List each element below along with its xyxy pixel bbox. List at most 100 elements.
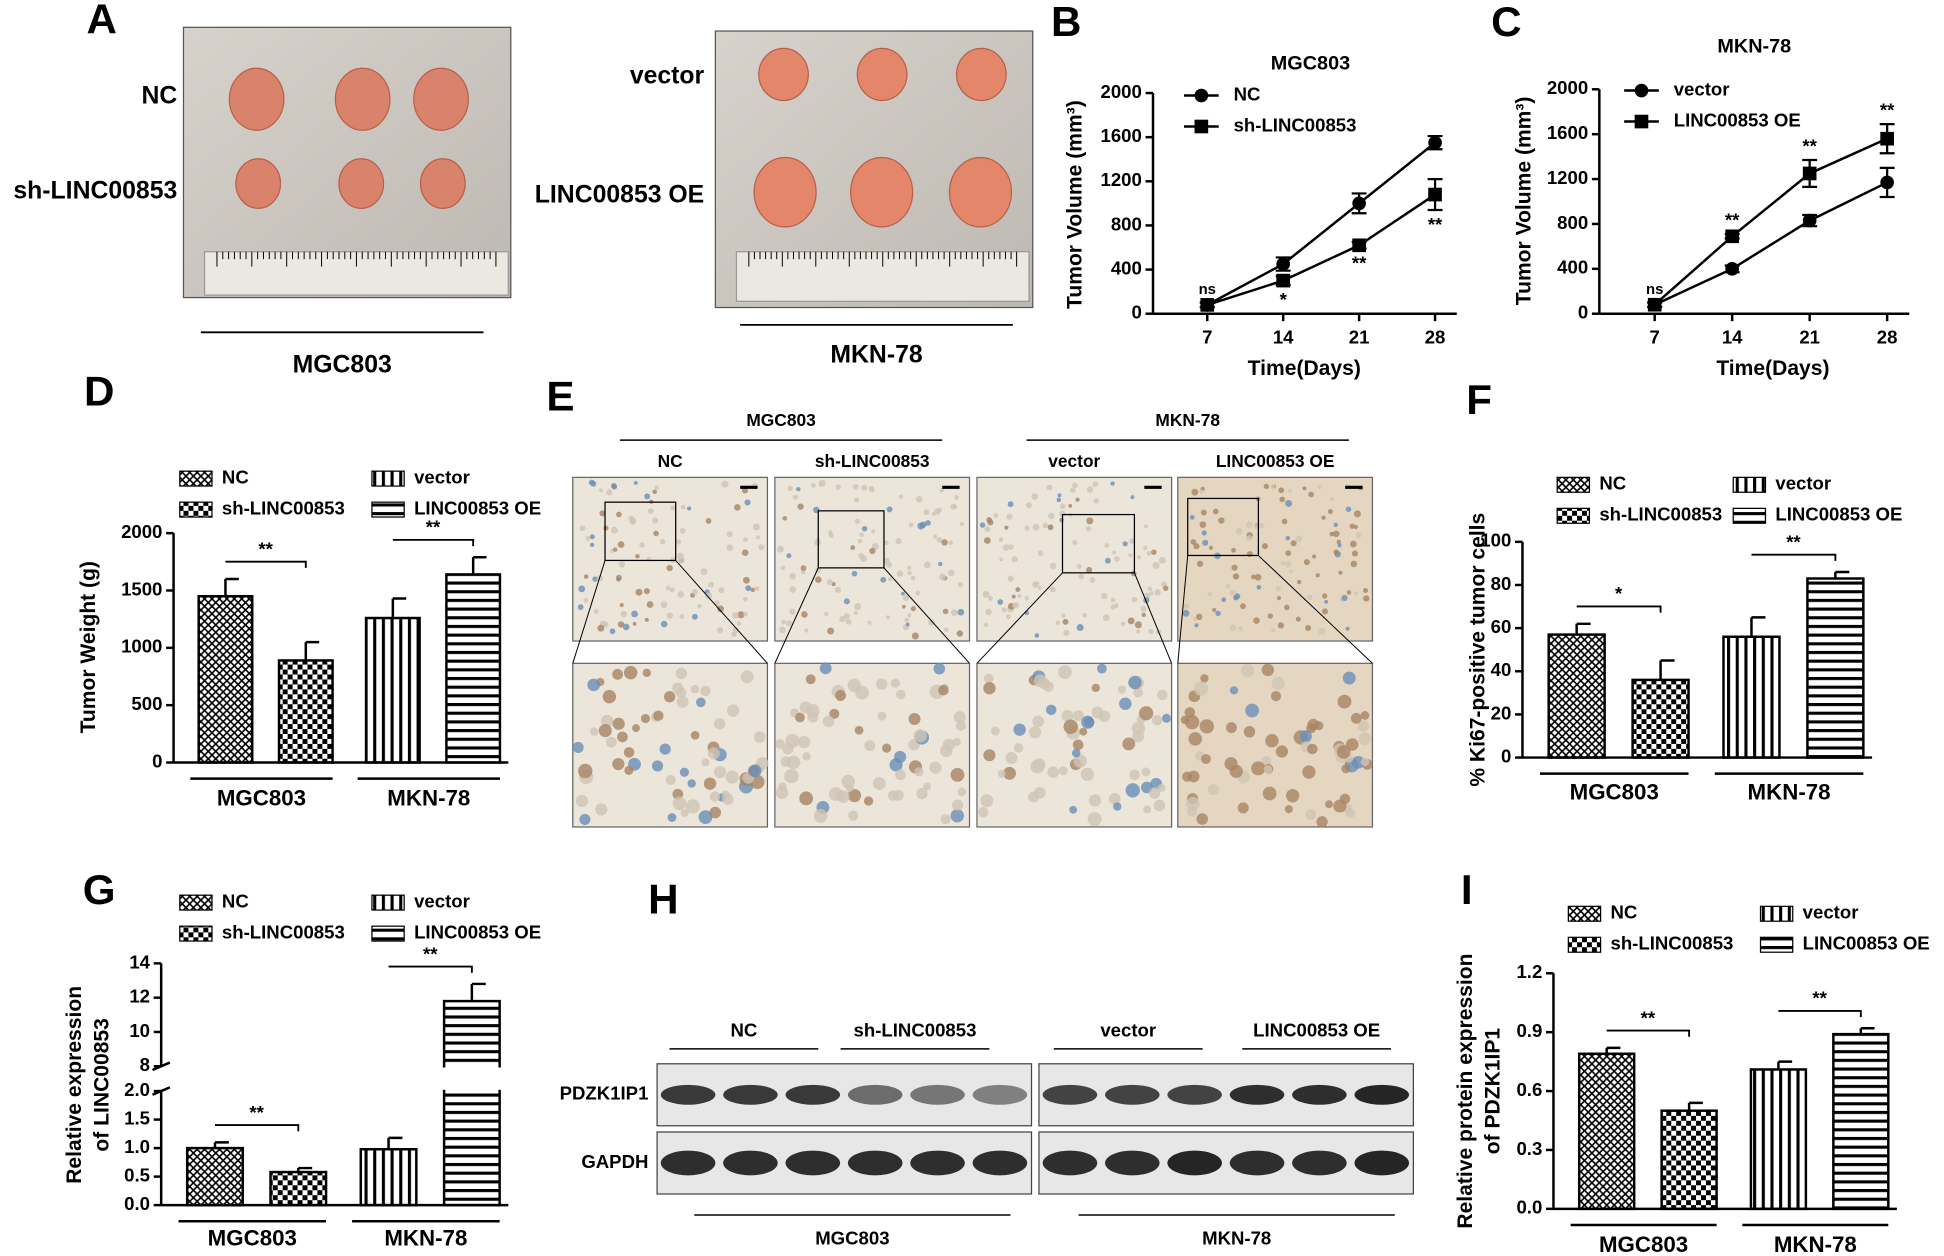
cell [850, 545, 856, 551]
y-tick-label: 40 [1491, 659, 1512, 680]
significance-label: ** [1352, 253, 1367, 274]
cell [680, 504, 686, 510]
cell [651, 760, 664, 772]
cell [787, 485, 793, 491]
cell [685, 799, 700, 814]
bar [185, 1146, 244, 1207]
cell [1338, 570, 1343, 575]
cell [669, 587, 675, 593]
cell [1350, 560, 1358, 568]
cell [1088, 794, 1102, 807]
cell [1080, 767, 1094, 782]
cell [997, 769, 1006, 778]
cell [1307, 743, 1318, 755]
cell [1013, 723, 1026, 736]
cell [1296, 579, 1302, 585]
cell [828, 530, 833, 535]
cell [877, 711, 887, 721]
cell [1286, 789, 1300, 803]
cell [1057, 493, 1062, 498]
cell [1186, 806, 1198, 817]
tumor [419, 158, 466, 209]
cell [923, 782, 932, 791]
x-group-label: MGC803 [208, 1226, 297, 1251]
cell [852, 483, 859, 490]
cell [1015, 587, 1021, 592]
cell [1158, 556, 1166, 564]
marker [1880, 131, 1894, 146]
y-tick-label: 2.0 [124, 1079, 150, 1100]
cell [1102, 614, 1110, 622]
cell [1140, 605, 1147, 612]
cell [925, 520, 931, 526]
cell [1196, 613, 1203, 621]
cell [665, 774, 676, 786]
cell [1225, 722, 1237, 734]
cell [1012, 603, 1017, 608]
cell [804, 628, 809, 633]
tumor [948, 156, 1013, 228]
cell [980, 794, 994, 808]
x-tick-label: 14 [1273, 326, 1294, 347]
cell [913, 729, 927, 743]
x-group-label: MKN-78 [1774, 1232, 1857, 1256]
legend-swatch [1759, 905, 1794, 922]
cell [951, 609, 958, 616]
cell [577, 604, 584, 611]
cell [1229, 624, 1237, 632]
panel-label: B [1051, 0, 1081, 45]
y-tick-label: 1.2 [1516, 961, 1542, 982]
significance-label: ** [1641, 1007, 1656, 1028]
cell [1253, 617, 1260, 624]
band [1167, 1084, 1222, 1105]
cell [910, 606, 916, 612]
significance-bracket [225, 560, 307, 568]
cell [910, 575, 916, 581]
tumor [955, 47, 1007, 102]
cell [745, 585, 752, 592]
panel-label: D [84, 367, 114, 414]
cell [1212, 607, 1217, 613]
zoom-line [1133, 572, 1173, 664]
cell [642, 668, 651, 678]
cell [697, 603, 702, 609]
cell [1024, 525, 1030, 531]
cell [670, 505, 676, 511]
cell [887, 790, 899, 801]
cell [1243, 726, 1256, 738]
y-tick-label: 400 [1111, 257, 1142, 278]
x-group-label: MKN-78 [384, 1226, 467, 1251]
cell [1004, 525, 1009, 530]
tumor [850, 156, 914, 228]
cell [717, 627, 724, 634]
cell [659, 743, 671, 755]
cell [908, 522, 914, 528]
cell [652, 517, 659, 524]
cell [813, 809, 828, 823]
cell [1024, 595, 1030, 601]
cell [740, 670, 754, 684]
cell [1218, 517, 1225, 524]
cell [700, 568, 708, 576]
error-bar [1575, 622, 1591, 635]
cell [952, 737, 961, 747]
cell [742, 576, 750, 584]
cell [1303, 559, 1310, 566]
cell [1005, 751, 1018, 764]
cell [805, 674, 816, 685]
cell [744, 499, 751, 506]
cell [692, 588, 698, 595]
bar [445, 573, 502, 764]
cell [1133, 687, 1144, 698]
cell [894, 769, 906, 781]
cell [734, 504, 741, 511]
cell [622, 623, 630, 631]
cell [902, 594, 910, 601]
column-label: NC [730, 1019, 757, 1040]
cell [1188, 732, 1203, 746]
cell [829, 708, 840, 719]
cell [1199, 521, 1207, 528]
tumor [758, 47, 809, 102]
cell [612, 547, 618, 552]
x-tick-label: 21 [1799, 326, 1820, 347]
